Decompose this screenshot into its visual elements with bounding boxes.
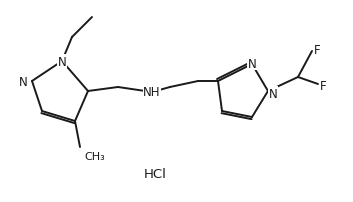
Text: F: F [320,79,327,92]
Text: CH₃: CH₃ [84,151,105,161]
Text: N: N [58,55,66,68]
Text: HCl: HCl [144,168,166,181]
Text: N: N [247,57,256,70]
Text: N: N [269,87,278,100]
Text: NH: NH [143,86,161,99]
Text: F: F [314,44,321,57]
Text: N: N [19,75,28,88]
